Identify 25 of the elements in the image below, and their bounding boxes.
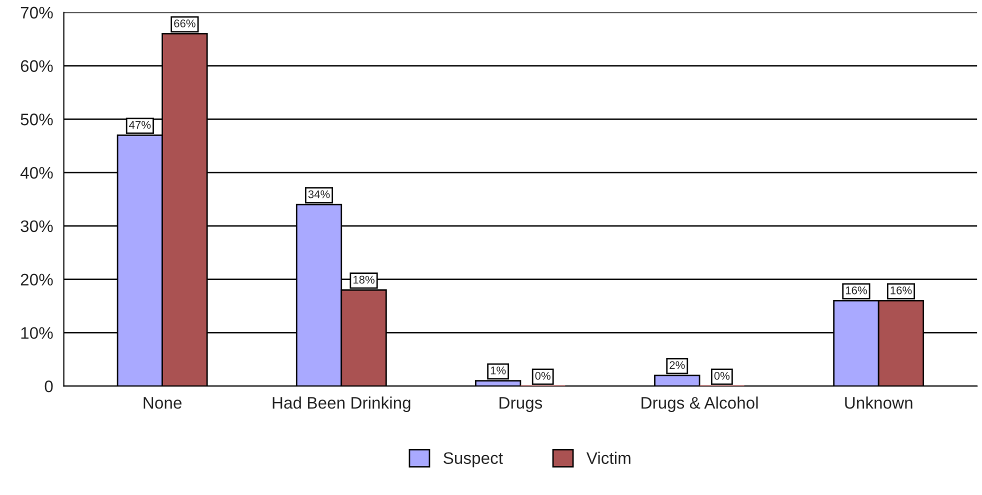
- data-label: 16%: [846, 286, 867, 294]
- x-tick-label: None: [144, 397, 182, 409]
- x-tick-label: Had Been Drinking: [272, 396, 410, 412]
- y-tick-label: 40%: [20, 166, 53, 179]
- data-label: 2%: [670, 361, 685, 370]
- y-tick-label: 50%: [20, 114, 53, 126]
- y-tick-label: 30%: [20, 220, 53, 232]
- data-label: 34%: [308, 190, 330, 198]
- data-label: 66%: [174, 20, 196, 28]
- x-tick-label: Unknown: [845, 396, 912, 409]
- legend-label: Suspect: [444, 452, 503, 468]
- y-tick-label: 10%: [21, 327, 53, 339]
- x-tick-label: Drugs & Alcohol: [642, 396, 758, 412]
- data-label: 16%: [890, 286, 912, 294]
- data-label: 47%: [129, 120, 151, 129]
- y-tick-label: 60%: [20, 60, 53, 72]
- y-tick-label: 0: [44, 380, 53, 392]
- data-label: 18%: [354, 276, 374, 284]
- y-tick-label: 70%: [20, 6, 53, 19]
- data-label: 1%: [490, 366, 506, 374]
- y-tick-label: 20%: [20, 274, 53, 286]
- x-tick-label: Drugs: [500, 397, 542, 412]
- legend-label: Victim: [586, 452, 630, 464]
- data-label: 0%: [714, 372, 730, 380]
- data-label: 0%: [535, 372, 550, 380]
